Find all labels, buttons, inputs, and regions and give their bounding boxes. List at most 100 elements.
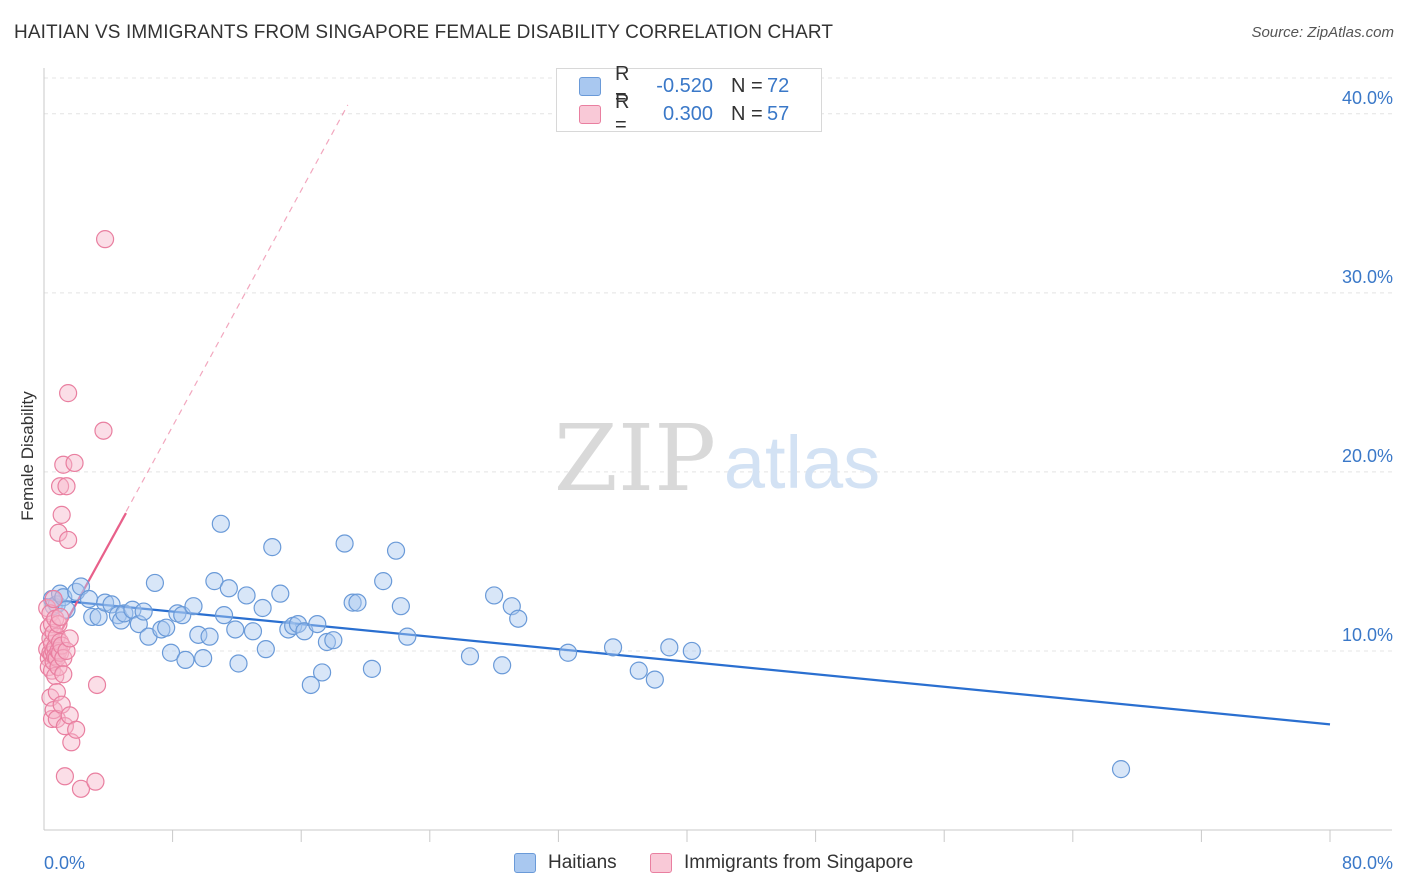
haitian-point bbox=[324, 631, 343, 650]
bottom-legend-singapore: Immigrants from Singapore bbox=[650, 852, 913, 874]
legend-r-value: 0.300 bbox=[662, 102, 713, 125]
source-label: Source: ZipAtlas.com bbox=[1251, 24, 1394, 41]
legend-swatch-haitians bbox=[579, 76, 601, 96]
haitian-point bbox=[194, 649, 213, 668]
singapore-point bbox=[95, 230, 115, 249]
singapore-point bbox=[59, 384, 78, 403]
singapore-point bbox=[50, 607, 70, 627]
haitian-point bbox=[335, 534, 354, 553]
haitian-point bbox=[214, 606, 234, 625]
haitian-point bbox=[301, 675, 320, 695]
haitian-point bbox=[362, 659, 382, 678]
singapore-point bbox=[55, 717, 74, 736]
singapore-point bbox=[57, 477, 76, 496]
singapore-point bbox=[67, 720, 86, 739]
haitian-point bbox=[460, 647, 480, 666]
legend-r-label: R = bbox=[615, 91, 630, 136]
haitian-point bbox=[493, 656, 512, 675]
watermark-zip: ZIP bbox=[554, 405, 716, 512]
haitian-point bbox=[1111, 760, 1131, 779]
haitian-point bbox=[343, 593, 362, 612]
singapore-point bbox=[49, 614, 68, 634]
haitian-point bbox=[176, 650, 195, 670]
haitian-point bbox=[485, 586, 504, 605]
haitian-point bbox=[398, 627, 417, 646]
haitian-point bbox=[157, 618, 176, 637]
singapore-point bbox=[60, 629, 79, 648]
haitian-point bbox=[629, 661, 648, 680]
singapore-point bbox=[50, 643, 70, 662]
haitian-point bbox=[312, 663, 332, 682]
haitian-point bbox=[237, 586, 256, 605]
haitian-point bbox=[134, 602, 153, 621]
bottom-legend-label-singapore: Immigrants from Singapore bbox=[684, 852, 914, 873]
bottom-legend-swatch-singapore bbox=[650, 853, 672, 873]
grid-lines bbox=[44, 77, 1392, 652]
singapore-point bbox=[87, 675, 107, 695]
bottom-legend-haitians: Haitians bbox=[514, 852, 617, 874]
haitian-point bbox=[682, 641, 701, 661]
haitian-point bbox=[229, 654, 248, 673]
haitian-point bbox=[308, 614, 327, 634]
singapore-point bbox=[71, 779, 91, 798]
singapore-point bbox=[55, 767, 74, 786]
haitian-point bbox=[374, 572, 393, 591]
haitian-point bbox=[603, 638, 623, 657]
singapore-point bbox=[54, 665, 73, 684]
correlation-legend: R = -0.520 N = 72 R = 0.300 N = 57 bbox=[556, 63, 822, 136]
haitian-point bbox=[317, 632, 337, 652]
legend-n-label: N = bbox=[731, 102, 763, 125]
tick-labels: 10.0% 20.0% 30.0% 40.0% 0.0% 80.0% bbox=[44, 88, 1393, 873]
chart-title: HAITIAN VS IMMIGRANTS FROM SINGAPORE FEM… bbox=[14, 22, 834, 43]
haitian-point bbox=[645, 670, 664, 689]
singapore-point bbox=[49, 523, 68, 542]
haitian-point bbox=[263, 538, 282, 557]
legend-swatch-singapore bbox=[579, 104, 601, 124]
haitian-point bbox=[253, 598, 272, 618]
legend-row-haitians: R = -0.520 N = 72 bbox=[579, 63, 790, 108]
data-points bbox=[38, 230, 1131, 798]
haitian-point bbox=[226, 620, 245, 639]
legend-n-value: 72 bbox=[767, 74, 790, 97]
y-tick-label: 20.0% bbox=[1342, 446, 1393, 466]
singapore-point bbox=[59, 530, 78, 550]
haitian-point bbox=[95, 593, 115, 612]
haitian-point bbox=[271, 584, 290, 603]
singapore-point bbox=[65, 453, 84, 473]
haitian-point bbox=[391, 597, 410, 616]
singapore-point bbox=[50, 477, 70, 496]
haitian-point bbox=[348, 593, 367, 612]
haitian-point bbox=[161, 643, 181, 662]
haitian-point bbox=[386, 541, 406, 560]
haitian-point bbox=[219, 579, 238, 598]
y-tick-label: 10.0% bbox=[1342, 625, 1393, 645]
y-tick-label: 30.0% bbox=[1342, 267, 1393, 287]
haitian-point bbox=[256, 640, 275, 659]
haitian-point bbox=[145, 573, 165, 593]
haitian-point bbox=[243, 622, 263, 641]
legend-r-label: R = bbox=[615, 63, 630, 108]
legend-row-singapore: R = 0.300 N = 57 bbox=[579, 91, 789, 136]
haitian-point bbox=[189, 625, 208, 644]
singapore-point bbox=[86, 772, 105, 791]
haitian-point bbox=[79, 589, 99, 609]
singapore-point bbox=[54, 455, 73, 474]
haitian-point bbox=[83, 607, 102, 627]
singapore-point bbox=[94, 421, 113, 440]
haitian-point bbox=[184, 597, 203, 616]
haitian-trend-line bbox=[43, 597, 1331, 726]
x-tick-label: 80.0% bbox=[1342, 853, 1393, 873]
bottom-legend-label-haitians: Haitians bbox=[548, 852, 617, 873]
watermark-atlas: atlas bbox=[724, 421, 880, 504]
legend-n-label: N = bbox=[731, 74, 763, 97]
x-tick-label: 0.0% bbox=[44, 853, 85, 873]
haitian-point bbox=[102, 595, 121, 614]
haitian-point bbox=[558, 643, 578, 662]
haitian-point bbox=[509, 609, 528, 628]
axes bbox=[43, 68, 1392, 842]
haitian-point bbox=[211, 514, 230, 533]
singapore-point bbox=[44, 589, 63, 609]
y-tick-label: 40.0% bbox=[1342, 88, 1393, 108]
legend-r-value: -0.520 bbox=[656, 74, 713, 97]
